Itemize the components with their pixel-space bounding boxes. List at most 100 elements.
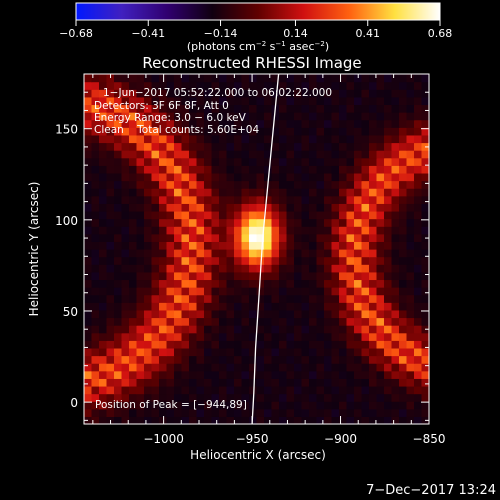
heatmap-cell: [399, 89, 408, 98]
heatmap-cell: [234, 340, 243, 349]
heatmap-cell: [399, 119, 408, 128]
heatmap-cell: [204, 317, 213, 326]
heatmap-cell: [174, 142, 183, 151]
heatmap-cell: [151, 119, 160, 128]
heatmap-cell: [421, 317, 430, 326]
heatmap-cell: [219, 401, 228, 410]
heatmap-cell: [99, 241, 108, 250]
heatmap-cell: [151, 104, 160, 113]
heatmap-cell: [114, 416, 123, 425]
heatmap-cell: [174, 363, 183, 372]
heatmap-cell: [301, 112, 310, 121]
heatmap-cell: [159, 393, 168, 402]
colorbar-unit-main: (photons cm: [187, 40, 256, 53]
heatmap-cell: [339, 325, 348, 334]
heatmap-cell: [271, 233, 280, 242]
heatmap-cell: [414, 287, 423, 296]
heatmap-cell: [204, 172, 213, 182]
heatmap-cell: [106, 302, 115, 311]
heatmap-cell: [354, 119, 363, 128]
heatmap-cell: [84, 302, 93, 311]
heatmap-cell: [211, 127, 220, 136]
heatmap-cell: [391, 112, 400, 121]
heatmap-cell: [181, 134, 190, 144]
heatmap-cell: [226, 172, 235, 182]
heatmap-cell: [369, 363, 378, 372]
heatmap-cell: [256, 385, 265, 395]
heatmap-cell: [339, 302, 348, 311]
heatmap-cell: [339, 309, 348, 319]
heatmap-cell: [324, 233, 333, 242]
heatmap-cell: [196, 309, 205, 319]
heatmap-cell: [324, 195, 333, 204]
heatmap-cell: [234, 332, 243, 341]
heatmap-cell: [279, 210, 288, 220]
heatmap-cell: [114, 355, 123, 364]
heatmap-cell: [406, 347, 415, 357]
heatmap-cell: [226, 203, 235, 212]
heatmap-cell: [316, 401, 325, 410]
heatmap-cell: [264, 104, 273, 113]
x-tick-label: −900: [324, 432, 357, 446]
heatmap-cell: [279, 74, 288, 83]
heatmap-cell: [414, 271, 423, 281]
heatmap-cell: [309, 233, 318, 242]
heatmap-cell: [144, 142, 153, 151]
heatmap-cell: [121, 264, 130, 273]
heatmap-cell: [234, 317, 243, 326]
heatmap-cell: [181, 370, 190, 379]
heatmap-cell: [271, 165, 280, 174]
heatmap-cell: [189, 279, 198, 288]
heatmap-cell: [331, 256, 340, 265]
heatmap-cell: [384, 74, 393, 83]
heatmap-cell: [219, 408, 228, 417]
heatmap-cell: [241, 188, 250, 197]
heatmap-cell: [286, 256, 295, 265]
heatmap-cell: [316, 241, 325, 250]
heatmap-cell: [279, 340, 288, 349]
heatmap-cell: [151, 302, 160, 311]
heatmap-cell: [226, 340, 235, 349]
heatmap-cell: [181, 233, 190, 242]
heatmap-cell: [84, 256, 93, 265]
heatmap-cell: [226, 302, 235, 311]
heatmap-cell: [136, 142, 145, 151]
heatmap-cell: [309, 264, 318, 273]
heatmap-cell: [376, 355, 385, 364]
heatmap-cell: [219, 112, 228, 121]
heatmap-cell: [316, 104, 325, 113]
heatmap-cell: [234, 218, 243, 227]
heatmap-cell: [399, 416, 408, 425]
heatmap-cell: [91, 256, 100, 265]
heatmap-cell: [286, 210, 295, 220]
heatmap-cell: [204, 401, 213, 410]
heatmap-cell: [354, 89, 363, 98]
heatmap-cell: [391, 249, 400, 258]
heatmap-cell: [174, 340, 183, 349]
heatmap-cell: [114, 119, 123, 128]
heatmap-cell: [361, 264, 370, 273]
heatmap-cell: [91, 363, 100, 372]
heatmap-cell: [301, 256, 310, 265]
heatmap-cell: [234, 89, 243, 98]
heatmap-cell: [226, 378, 235, 387]
heatmap-cell: [339, 271, 348, 281]
heatmap-cell: [181, 309, 190, 319]
heatmap-cell: [256, 127, 265, 136]
heatmap-cell: [106, 347, 115, 357]
heatmap-cell: [294, 119, 303, 128]
heatmap-cell: [286, 127, 295, 136]
heatmap-cell: [421, 195, 430, 204]
heatmap-cell: [114, 180, 123, 189]
heatmap-cell: [399, 302, 408, 311]
heatmap-cell: [99, 370, 108, 379]
heatmap-cell: [136, 81, 145, 90]
heatmap-cell: [339, 180, 348, 189]
heatmap-cell: [174, 165, 183, 174]
heatmap-cell: [114, 165, 123, 174]
heatmap-cell: [159, 302, 168, 311]
heatmap-cell: [211, 233, 220, 242]
heatmap-cell: [234, 157, 243, 166]
heatmap-cell: [166, 165, 175, 174]
heatmap-cell: [399, 180, 408, 189]
